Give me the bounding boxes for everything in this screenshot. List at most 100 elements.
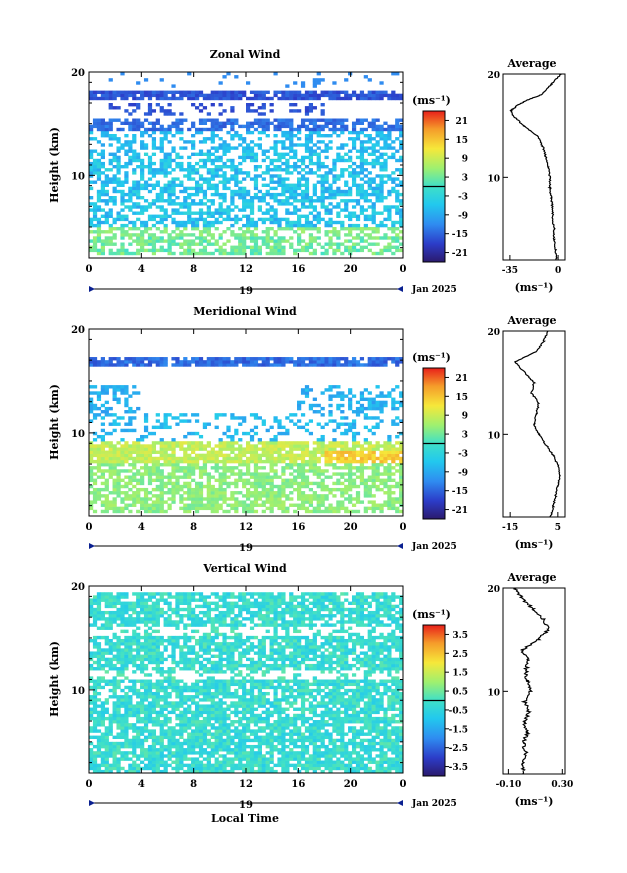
heatmap-cell bbox=[124, 171, 129, 175]
heatmap-cell bbox=[277, 220, 282, 225]
heatmap-cell bbox=[140, 741, 145, 746]
heatmap-cell bbox=[108, 769, 113, 774]
heatmap-cell bbox=[163, 168, 168, 172]
heatmap-cell bbox=[175, 357, 180, 361]
heatmap-cell bbox=[253, 223, 259, 228]
heatmap-cell bbox=[300, 174, 306, 178]
heatmap-cell bbox=[355, 484, 361, 489]
heatmap-cell bbox=[351, 422, 357, 426]
heatmap-cell bbox=[379, 760, 384, 764]
heatmap-cell bbox=[328, 459, 333, 464]
heatmap-cell bbox=[163, 769, 168, 774]
heatmap-cell bbox=[324, 189, 329, 194]
heatmap-cell bbox=[242, 93, 247, 98]
heatmap-cell bbox=[147, 450, 153, 454]
heatmap-cell bbox=[187, 205, 192, 209]
heatmap-cell bbox=[230, 738, 235, 743]
heatmap-cell bbox=[336, 134, 341, 138]
heatmap-cell bbox=[132, 484, 137, 489]
heatmap-cell bbox=[312, 760, 317, 764]
heatmap-cell bbox=[300, 161, 306, 166]
heatmap-cell bbox=[128, 236, 133, 240]
heatmap-cell bbox=[238, 459, 243, 464]
heatmap-cell bbox=[140, 748, 145, 752]
heatmap-cell bbox=[375, 472, 380, 476]
heatmap-cell bbox=[351, 121, 357, 125]
heatmap-cell bbox=[147, 239, 153, 243]
heatmap-cell bbox=[128, 481, 133, 486]
heatmap-cell bbox=[140, 363, 145, 367]
heatmap-cell bbox=[332, 118, 337, 122]
heatmap-cell bbox=[136, 227, 141, 231]
heatmap-cell bbox=[214, 741, 219, 746]
heatmap-cell bbox=[92, 90, 98, 94]
heatmap-cell bbox=[308, 757, 314, 761]
heatmap-cell bbox=[151, 478, 157, 483]
heatmap-cell bbox=[242, 757, 247, 761]
heatmap-cell bbox=[202, 738, 208, 743]
heatmap-cell bbox=[108, 124, 113, 129]
heatmap-cell bbox=[159, 171, 164, 175]
heatmap-cell bbox=[293, 744, 298, 749]
heatmap-cell bbox=[194, 466, 200, 470]
heatmap-cell bbox=[297, 738, 302, 743]
heatmap-cell bbox=[108, 196, 113, 200]
heatmap-cell bbox=[253, 168, 259, 172]
heatmap-cell bbox=[355, 400, 361, 405]
heatmap-cell bbox=[136, 81, 141, 85]
heatmap-cell bbox=[163, 217, 168, 222]
heatmap-cell bbox=[293, 183, 298, 187]
heatmap-cell bbox=[159, 168, 164, 172]
heatmap-cell bbox=[363, 161, 368, 166]
heatmap-cell bbox=[198, 447, 204, 451]
heatmap-cell bbox=[171, 447, 176, 451]
heatmap-cell bbox=[257, 494, 262, 498]
heatmap-cell bbox=[391, 357, 396, 361]
heatmap-cell bbox=[281, 363, 286, 367]
heatmap-cell bbox=[226, 208, 231, 212]
heatmap-cell bbox=[167, 475, 172, 479]
heatmap-cell bbox=[96, 124, 102, 129]
heatmap-cell bbox=[265, 459, 270, 464]
heatmap-cell bbox=[124, 441, 129, 445]
heatmap-cell bbox=[293, 208, 298, 212]
heatmap-cell bbox=[312, 491, 317, 495]
heatmap-cell bbox=[375, 769, 380, 774]
heatmap-cell bbox=[277, 491, 282, 495]
heatmap-cell bbox=[391, 459, 396, 464]
heatmap-cell bbox=[226, 459, 231, 464]
heatmap-cell bbox=[242, 738, 247, 743]
heatmap-cell bbox=[143, 459, 149, 464]
heatmap-cell bbox=[253, 478, 259, 483]
heatmap-cell bbox=[218, 438, 223, 442]
heatmap-cell bbox=[391, 741, 396, 746]
heatmap-cell bbox=[269, 456, 274, 461]
heatmap-cell bbox=[351, 503, 357, 507]
heatmap-cell bbox=[277, 738, 282, 743]
heatmap-cell bbox=[108, 239, 113, 243]
heatmap-cell bbox=[308, 199, 314, 203]
heatmap-cell bbox=[355, 453, 361, 458]
heatmap-cell bbox=[308, 127, 314, 132]
heatmap-cell bbox=[269, 748, 274, 752]
heatmap-cell bbox=[359, 757, 365, 761]
heatmap-cell bbox=[387, 174, 392, 178]
heatmap-cell bbox=[167, 127, 172, 132]
heatmap-cell bbox=[116, 171, 121, 175]
heatmap-cell bbox=[371, 494, 376, 498]
heatmap-cell bbox=[183, 754, 188, 758]
heatmap-cell bbox=[324, 360, 329, 364]
heatmap-cell bbox=[132, 748, 137, 752]
heatmap-cell bbox=[136, 472, 141, 476]
heatmap-cell bbox=[151, 760, 157, 764]
heatmap-cell bbox=[151, 109, 157, 113]
heatmap-cell bbox=[285, 227, 290, 231]
heatmap-cell bbox=[191, 146, 196, 150]
heatmap-cell bbox=[304, 143, 310, 147]
heatmap-cell bbox=[92, 760, 98, 764]
heatmap-cell bbox=[175, 481, 180, 486]
heatmap-cell bbox=[249, 109, 255, 113]
heatmap-cell bbox=[379, 220, 384, 225]
heatmap-cell bbox=[100, 165, 105, 169]
